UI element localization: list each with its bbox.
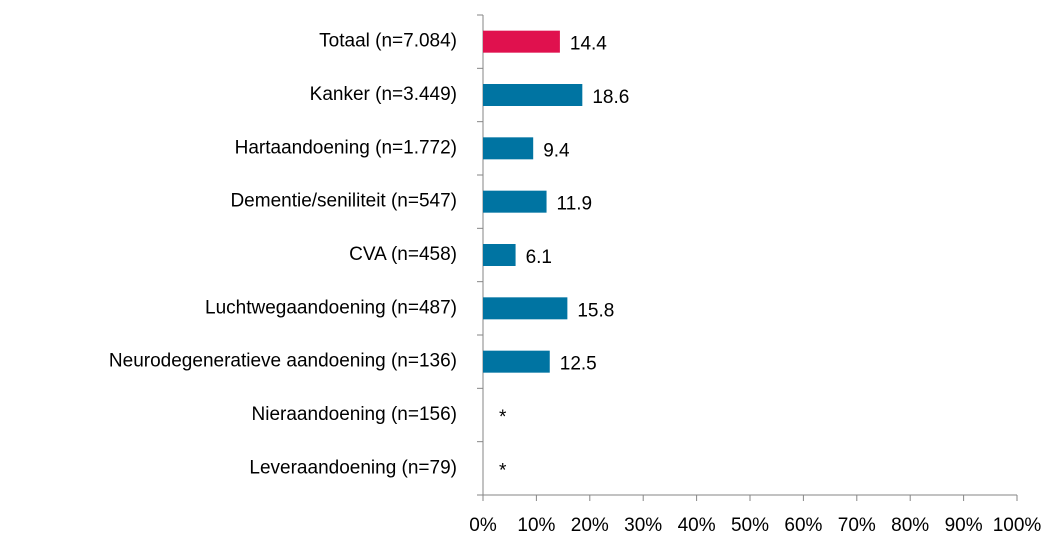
x-tick-label: 80% bbox=[891, 515, 929, 536]
data-label: 15.8 bbox=[577, 300, 614, 321]
y-tick-label: Totaal (n=7.084) bbox=[319, 31, 457, 52]
bar bbox=[483, 350, 550, 373]
y-tick-label: CVA (n=458) bbox=[349, 244, 457, 265]
bar bbox=[483, 190, 547, 213]
bar bbox=[483, 244, 516, 266]
data-label: * bbox=[499, 460, 507, 481]
bar bbox=[483, 297, 568, 320]
data-label: 12.5 bbox=[560, 354, 597, 375]
x-tick-label: 90% bbox=[945, 515, 983, 536]
data-label: * bbox=[499, 407, 507, 428]
x-tick-label: 50% bbox=[731, 515, 769, 536]
data-label: 18.6 bbox=[592, 87, 629, 108]
y-tick-label: Nieraandoening (n=156) bbox=[252, 404, 457, 425]
x-tick-label: 20% bbox=[571, 515, 609, 536]
x-tick-label: 100% bbox=[993, 515, 1042, 536]
y-tick-label: Luchtwegaandoening (n=487) bbox=[205, 297, 457, 318]
x-tick-label: 40% bbox=[678, 515, 716, 536]
data-label: 9.4 bbox=[543, 140, 570, 161]
y-tick-label: Kanker (n=3.449) bbox=[310, 84, 457, 105]
y-tick-label: Neurodegeneratieve aandoening (n=136) bbox=[109, 351, 457, 372]
x-tick-label: 60% bbox=[784, 515, 822, 536]
x-tick-label: 70% bbox=[838, 515, 876, 536]
data-label: 6.1 bbox=[526, 247, 552, 268]
y-tick-label: Dementie/seniliteit (n=547) bbox=[230, 191, 457, 212]
bar bbox=[483, 137, 534, 160]
bar bbox=[483, 84, 583, 106]
y-tick-label: Hartaandoening (n=1.772) bbox=[235, 137, 457, 158]
x-tick-label: 30% bbox=[624, 515, 662, 536]
data-label: 14.4 bbox=[570, 34, 607, 55]
bar bbox=[483, 30, 560, 53]
data-label: 11.9 bbox=[557, 194, 593, 215]
y-tick-label: Leveraandoening (n=79) bbox=[249, 457, 457, 478]
x-tick-label: 10% bbox=[517, 515, 555, 536]
x-tick-label: 0% bbox=[469, 515, 497, 536]
